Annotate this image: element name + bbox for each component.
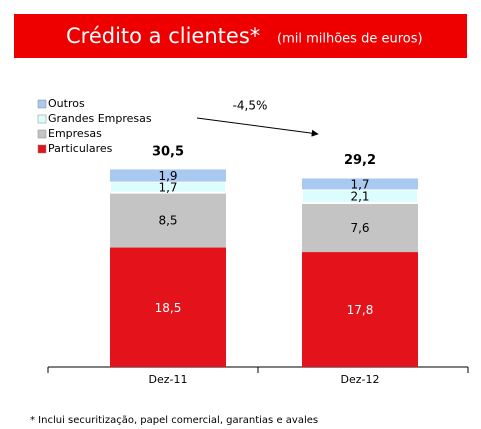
legend-swatch [37,114,47,124]
bar-segment [110,247,226,367]
value-label: 2,1 [350,190,369,204]
legend-label: Outros [48,97,85,110]
legend-label: Grandes Empresas [48,112,152,125]
bar-segment [110,169,226,182]
bar-segment [302,178,418,190]
title-banner [14,14,467,58]
annotation: -4,5% [233,99,268,113]
footnote: * Inclui securitização, papel comercial,… [30,415,318,426]
value-label: 1,7 [350,177,369,191]
change-arrow [196,117,319,137]
value-label: 18,5 [155,301,182,315]
chart-subtitle: (mil milhões de euros) [277,32,423,47]
bar-segment [302,202,418,253]
value-label: 1,9 [158,169,177,183]
value-label: 8,5 [158,214,177,228]
total-label: 29,2 [344,153,376,168]
legend-label: Empresas [48,127,102,140]
x-tick-label: Dez-11 [149,373,188,386]
value-label: 17,8 [347,303,374,317]
value-label: 7,6 [350,221,369,235]
legend-swatch [37,144,47,154]
legend-swatch [37,99,47,109]
x-tick-label: Dez-12 [341,373,380,386]
value-label: 1,7 [158,181,177,195]
bar-segment [110,192,226,248]
bar-segment [302,252,418,367]
total-label: 30,5 [152,145,184,160]
legend-label: Particulares [48,142,113,155]
chart-title: Crédito a clientes* [66,24,260,48]
legend-swatch [37,129,47,139]
